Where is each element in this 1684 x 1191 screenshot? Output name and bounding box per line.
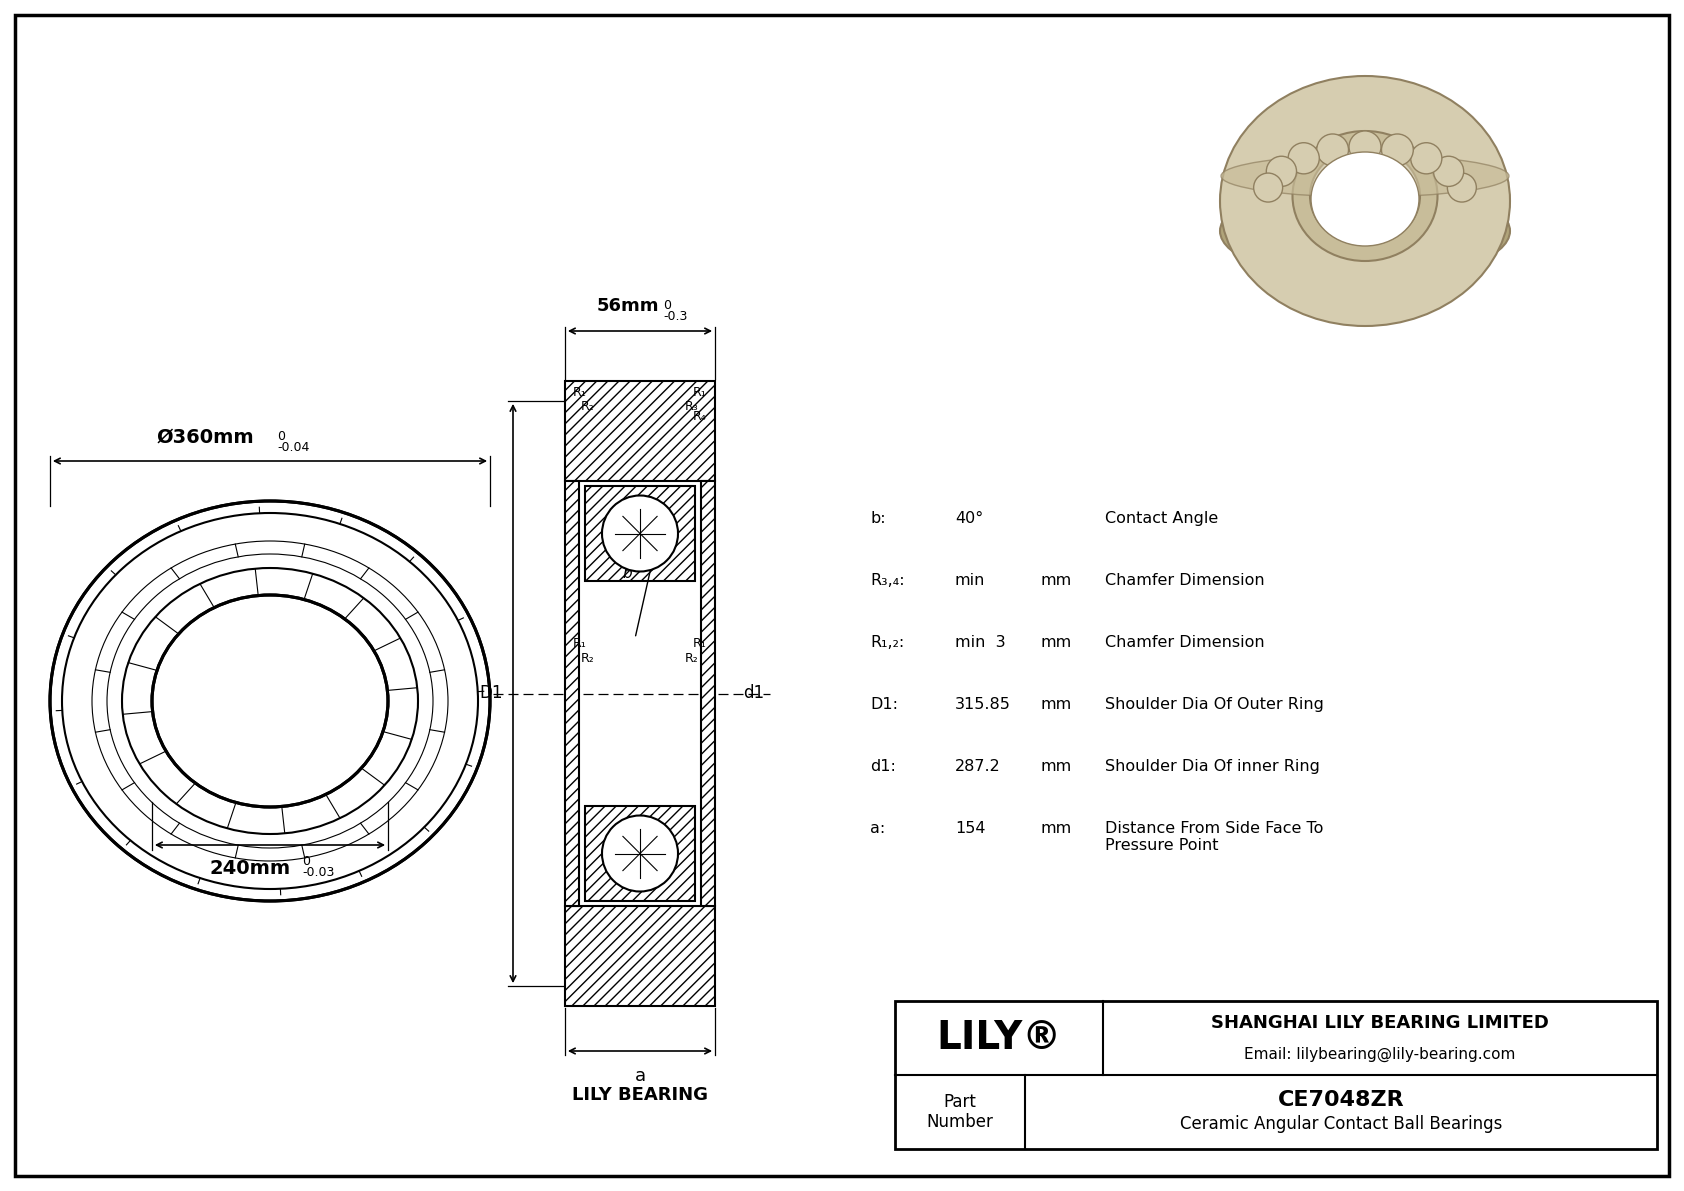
- Circle shape: [1349, 131, 1381, 163]
- Text: CE7048ZR: CE7048ZR: [1278, 1090, 1404, 1110]
- Text: 40°: 40°: [955, 511, 983, 526]
- Text: Ceramic Angular Contact Ball Bearings: Ceramic Angular Contact Ball Bearings: [1180, 1115, 1502, 1133]
- Text: Pressure Point: Pressure Point: [1105, 838, 1219, 853]
- Text: R₃,₄:: R₃,₄:: [871, 573, 904, 588]
- Text: a:: a:: [871, 821, 886, 836]
- Text: Ø360mm: Ø360mm: [157, 428, 254, 447]
- Ellipse shape: [1221, 155, 1509, 197]
- Text: Part
Number: Part Number: [926, 1092, 994, 1131]
- Text: D1:: D1:: [871, 697, 898, 712]
- Bar: [566, 481, 579, 906]
- Text: Shoulder Dia Of inner Ring: Shoulder Dia Of inner Ring: [1105, 759, 1320, 774]
- Ellipse shape: [51, 501, 490, 902]
- Text: mm: mm: [1041, 759, 1071, 774]
- Ellipse shape: [1293, 131, 1438, 261]
- Text: d1: d1: [743, 685, 765, 703]
- Bar: [584, 806, 695, 902]
- Ellipse shape: [1219, 76, 1511, 326]
- Text: R₄: R₄: [694, 411, 707, 424]
- Text: mm: mm: [1041, 821, 1071, 836]
- Ellipse shape: [1312, 152, 1420, 247]
- Text: min: min: [955, 573, 985, 588]
- Circle shape: [1266, 156, 1297, 187]
- Text: R₁: R₁: [694, 637, 707, 650]
- Text: SHANGHAI LILY BEARING LIMITED: SHANGHAI LILY BEARING LIMITED: [1211, 1015, 1549, 1033]
- Circle shape: [1288, 143, 1319, 174]
- Ellipse shape: [1219, 181, 1511, 281]
- Ellipse shape: [152, 596, 387, 807]
- Text: Chamfer Dimension: Chamfer Dimension: [1105, 573, 1265, 588]
- Circle shape: [601, 495, 679, 572]
- Text: 240mm: 240mm: [209, 859, 291, 878]
- Text: Shoulder Dia Of Outer Ring: Shoulder Dia Of Outer Ring: [1105, 697, 1324, 712]
- Text: R₂: R₂: [581, 400, 594, 413]
- Text: Distance From Side Face To: Distance From Side Face To: [1105, 821, 1324, 836]
- Text: R₁: R₁: [573, 387, 586, 399]
- Text: 0: 0: [663, 299, 670, 312]
- Text: mm: mm: [1041, 573, 1071, 588]
- Text: R₂: R₂: [685, 651, 699, 665]
- Circle shape: [1447, 173, 1477, 202]
- Text: LILY®: LILY®: [936, 1019, 1061, 1056]
- Text: mm: mm: [1041, 635, 1071, 650]
- Text: 0: 0: [276, 430, 285, 443]
- Text: mm: mm: [1041, 697, 1071, 712]
- Text: Chamfer Dimension: Chamfer Dimension: [1105, 635, 1265, 650]
- Text: Contact Angle: Contact Angle: [1105, 511, 1218, 526]
- Bar: [701, 481, 716, 906]
- Text: min  3: min 3: [955, 635, 1005, 650]
- Text: -0.3: -0.3: [663, 310, 687, 323]
- Text: 154: 154: [955, 821, 985, 836]
- Text: -0.04: -0.04: [276, 441, 310, 454]
- Text: b:: b:: [871, 511, 886, 526]
- Text: R₃: R₃: [685, 400, 699, 413]
- Bar: [566, 906, 716, 1006]
- Circle shape: [601, 816, 679, 892]
- Text: 0: 0: [301, 855, 310, 868]
- Circle shape: [1411, 143, 1442, 174]
- Circle shape: [1253, 173, 1283, 202]
- Ellipse shape: [1310, 146, 1420, 245]
- Circle shape: [1433, 156, 1463, 187]
- Circle shape: [1381, 133, 1413, 166]
- Text: R₁,₂:: R₁,₂:: [871, 635, 904, 650]
- Text: LILY BEARING: LILY BEARING: [573, 1086, 707, 1104]
- Text: 287.2: 287.2: [955, 759, 1000, 774]
- Text: R₂: R₂: [581, 651, 594, 665]
- Text: Email: lilybearing@lily-bearing.com: Email: lilybearing@lily-bearing.com: [1244, 1047, 1516, 1062]
- Text: D1: D1: [480, 685, 504, 703]
- Text: R₁: R₁: [694, 387, 707, 399]
- Text: 315.85: 315.85: [955, 697, 1010, 712]
- Circle shape: [1317, 133, 1349, 166]
- Bar: [584, 486, 695, 581]
- Text: b: b: [623, 566, 632, 581]
- Text: 56mm: 56mm: [596, 297, 658, 314]
- Text: a: a: [635, 1067, 645, 1085]
- Text: d1:: d1:: [871, 759, 896, 774]
- Bar: [894, 1000, 1657, 1149]
- Bar: [566, 381, 716, 481]
- Text: -0.03: -0.03: [301, 866, 335, 879]
- Text: R₁: R₁: [573, 637, 586, 650]
